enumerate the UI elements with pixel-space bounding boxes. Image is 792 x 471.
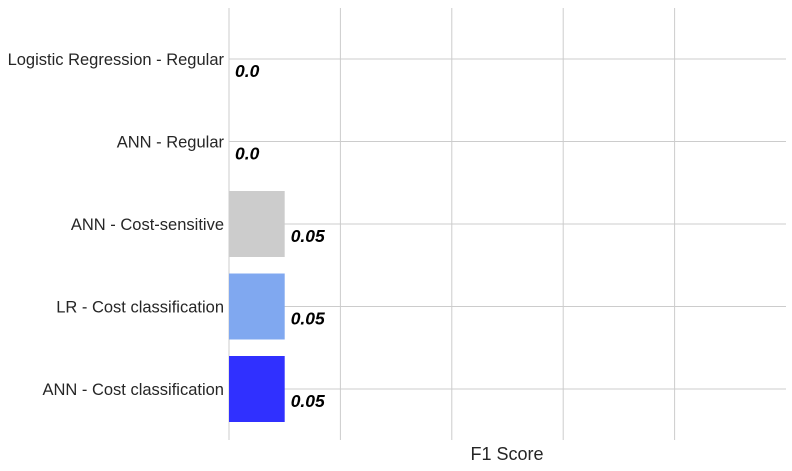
- bar: [229, 356, 285, 422]
- category-label: ANN - Cost classification: [42, 381, 224, 399]
- value-label: 0.05: [291, 309, 325, 329]
- bar: [229, 273, 285, 340]
- value-labels: 0.0 0.0 0.05 0.05 0.05: [235, 61, 325, 411]
- category-labels: Logistic Regression - Regular ANN - Regul…: [8, 51, 225, 399]
- x-axis-title: F1 Score: [470, 444, 543, 464]
- bar: [229, 191, 285, 257]
- value-label: 0.05: [291, 391, 325, 411]
- category-label: LR - Cost classification: [56, 299, 224, 317]
- horizontal-gridlines: [229, 58, 786, 390]
- category-label: ANN - Cost-sensitive: [71, 216, 224, 234]
- value-label: 0.0: [235, 144, 260, 164]
- category-label: ANN - Regular: [117, 134, 225, 152]
- category-label: Logistic Regression - Regular: [8, 51, 225, 69]
- value-label: 0.05: [291, 226, 325, 246]
- bars: [229, 191, 285, 422]
- value-label: 0.0: [235, 61, 260, 81]
